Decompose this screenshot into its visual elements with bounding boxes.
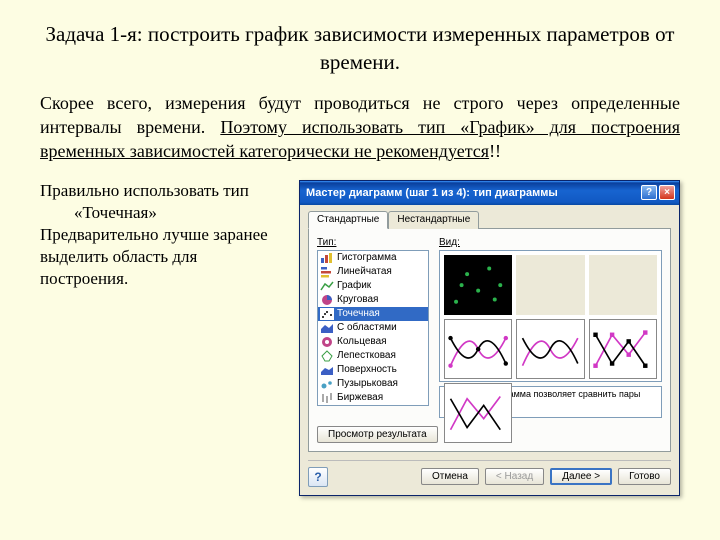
preview-empty-1 [516,255,584,315]
chart-preview-grid[interactable] [439,250,662,382]
dialog-title: Мастер диаграмм (шаг 1 из 4): тип диагра… [306,187,558,199]
back-button[interactable]: < Назад [485,468,544,485]
dialog-titlebar: Мастер диаграмм (шаг 1 из 4): тип диагра… [300,181,679,205]
chart-type-label: Кольцевая [337,336,387,347]
titlebar-help-icon[interactable]: ? [641,185,657,200]
close-icon[interactable]: × [659,185,675,200]
stock-chart-icon [320,392,334,404]
type-label: Тип: [317,237,429,248]
preview-smooth-markers[interactable] [444,319,512,379]
cancel-button[interactable]: Отмена [421,468,479,485]
surf-chart-icon [320,364,334,376]
pie-chart-icon [320,294,334,306]
line-chart-icon [320,280,334,292]
bubble-chart-icon [320,378,334,390]
chart-type-label: График [337,280,371,291]
preview-empty-2 [589,255,657,315]
chart-type-label: Лепестковая [337,350,396,361]
chart-type-label: Круговая [337,294,378,305]
slide-title: Задача 1-я: построить график зависимости… [40,20,680,77]
chart-type-label: Биржевая [337,392,383,403]
chart-type-donut[interactable]: Кольцевая [318,335,428,349]
help-icon[interactable]: ? [308,467,328,487]
area-chart-icon [320,322,334,334]
radar-chart-icon [320,350,334,362]
lower-text-2: Предварительно лучше заранее выделить об… [40,225,268,288]
chart-type-label: Поверхность [337,364,397,375]
chart-type-stock[interactable]: Биржевая [318,391,428,405]
bar-chart-icon [320,252,334,264]
chart-type-list[interactable]: Гистограмма Линейчатая График Круговая Точеч… [317,250,429,406]
donut-chart-icon [320,336,334,348]
chart-type-bubble[interactable]: Пузырьковая [318,377,428,391]
tab-panel: Тип: Гистограмма Линейчатая График Круговая… [308,228,671,452]
para-tail: !! [489,141,501,161]
next-button[interactable]: Далее > [550,468,612,485]
main-paragraph: Скорее всего, измерения будут проводитьс… [40,91,680,164]
preview-scatter-dots[interactable] [444,255,512,315]
chart-type-bar[interactable]: Гистограмма [318,251,428,265]
chart-type-pie[interactable]: Круговая [318,293,428,307]
view-label: Вид: [439,237,662,248]
preview-result-button[interactable]: Просмотр результата [317,426,438,443]
preview-straight-markers[interactable] [589,319,657,379]
chart-type-hbar[interactable]: Линейчатая [318,265,428,279]
lower-text-block: Правильно использовать тип «Точечная» Пр… [40,180,285,496]
chart-type-label: С областями [337,322,397,333]
chart-type-label: Гистограмма [337,252,397,263]
chart-type-area[interactable]: С областями [318,321,428,335]
chart-type-label: Линейчатая [337,266,392,277]
preview-smooth-nomarkers[interactable] [516,319,584,379]
lower-text-1: Правильно использовать тип «Точечная» [40,180,285,224]
chart-type-line[interactable]: График [318,279,428,293]
scatter-chart-icon [320,308,334,320]
chart-type-surf[interactable]: Поверхность [318,363,428,377]
tab-standard[interactable]: Стандартные [308,211,388,229]
finish-button[interactable]: Готово [618,468,671,485]
preview-straight-nomarkers[interactable] [444,383,512,443]
tab-strip: Стандартные Нестандартные [308,211,671,229]
chart-type-radar[interactable]: Лепестковая [318,349,428,363]
chart-type-scatter[interactable]: Точечная [318,307,428,321]
chart-type-label: Точечная [337,308,380,319]
chart-wizard-dialog: Мастер диаграмм (шаг 1 из 4): тип диагра… [299,180,680,496]
tab-nonstandard[interactable]: Нестандартные [388,211,479,229]
chart-type-label: Пузырьковая [337,378,398,389]
hbar-chart-icon [320,266,334,278]
